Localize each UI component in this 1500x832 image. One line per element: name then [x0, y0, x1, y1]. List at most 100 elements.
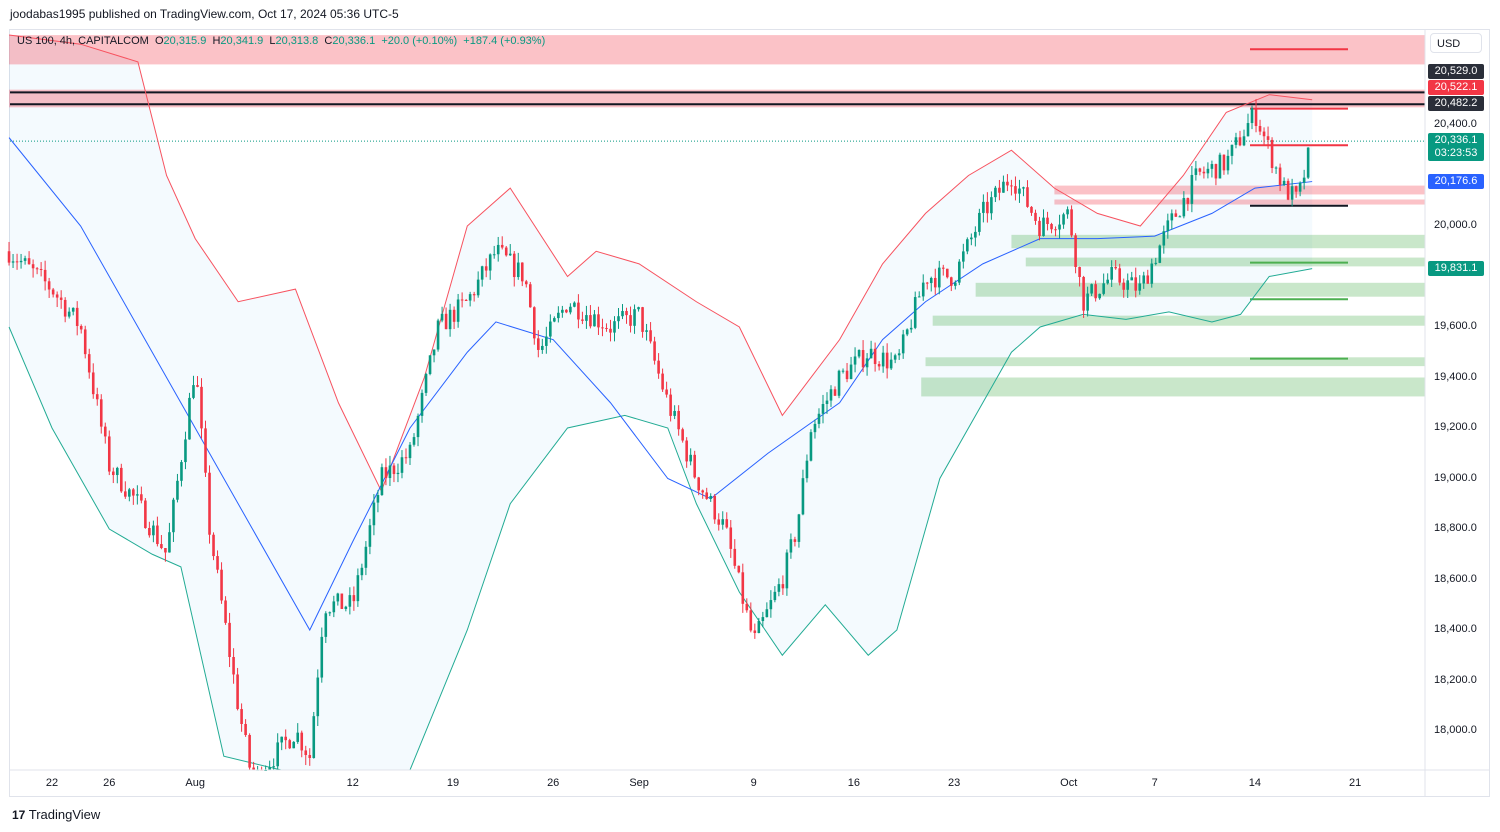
candle-body [204, 428, 207, 473]
candle-body [657, 360, 660, 374]
candle-body [372, 502, 376, 526]
candle-body [1238, 137, 1242, 146]
symbol-name[interactable]: US 100, 4h, CAPITALCOM [17, 35, 149, 47]
candle-body [1126, 280, 1130, 290]
candle-body [7, 251, 11, 263]
candle-body [412, 437, 416, 445]
candle-body [1094, 284, 1097, 299]
candle-body [565, 309, 568, 313]
candle-body [180, 462, 183, 481]
candle-body [633, 309, 636, 326]
candle-body [1186, 197, 1190, 204]
candle-body [272, 766, 275, 768]
candle-body [741, 572, 745, 604]
candle-body [79, 325, 83, 330]
time-tick: 23 [948, 777, 961, 789]
candle-body [978, 212, 981, 232]
candle-body [276, 742, 279, 767]
candle-body [769, 600, 773, 610]
candle-body [1222, 154, 1226, 171]
candle-body [316, 677, 320, 717]
candle-body [103, 426, 107, 437]
candle-body [232, 657, 235, 675]
candle-body [532, 307, 536, 339]
time-tick: Aug [185, 777, 205, 789]
candle-body [761, 617, 765, 622]
candle-body [1146, 275, 1150, 284]
candle-body [400, 457, 404, 473]
chart-frame [9, 29, 1490, 797]
candle-body [1250, 108, 1254, 124]
candle-body [1106, 279, 1109, 284]
candle-body [673, 410, 676, 416]
candle-body [480, 266, 484, 280]
candle-body [573, 302, 576, 307]
candle-body [813, 423, 817, 433]
candle-body [753, 630, 757, 634]
candle-body [833, 389, 837, 396]
candle-body [476, 279, 480, 296]
candle-body [637, 307, 640, 310]
candle-body [685, 440, 688, 462]
candle-body [328, 612, 332, 614]
candle-body [982, 201, 985, 213]
price-label-value: 19,831.1 [1434, 261, 1478, 274]
candle-body [1118, 268, 1121, 283]
zone-rect [1025, 257, 1425, 267]
candle-body [27, 258, 31, 265]
candle-body [1130, 277, 1134, 281]
candle-body [777, 584, 781, 592]
candle-body [364, 546, 368, 568]
candle-body [553, 318, 556, 322]
zone-rect [932, 315, 1425, 326]
candle-body [1098, 293, 1101, 299]
candle-body [1158, 245, 1162, 263]
candle-body [120, 467, 123, 492]
candle-body [1082, 277, 1085, 311]
candle-body [75, 307, 79, 326]
candle-body [456, 299, 460, 322]
candle-body [460, 299, 464, 301]
price-tick: 20,000.0 [1434, 219, 1477, 231]
candle-body [1042, 217, 1045, 237]
candle-body [1254, 108, 1258, 126]
price-tick: 18,400.0 [1434, 623, 1477, 635]
candle-body [545, 336, 548, 346]
candle-body [717, 519, 721, 525]
candle-body [19, 260, 23, 263]
candle-body [488, 254, 492, 271]
candle-body [1266, 136, 1270, 140]
candle-body [144, 500, 147, 529]
candle-body [71, 307, 75, 312]
candle-body [861, 350, 865, 368]
candle-body [865, 358, 869, 368]
price-label: 20,522.1 [1428, 80, 1484, 96]
candle-body [897, 353, 901, 356]
candle-body [140, 494, 143, 501]
candle-body [220, 569, 223, 601]
candle-body [613, 321, 616, 333]
brand-name: TradingView [28, 807, 101, 822]
candle-body [1102, 283, 1105, 294]
candle-body [1242, 136, 1246, 146]
price-label: 20,482.2 [1428, 96, 1484, 112]
candle-body [974, 231, 977, 238]
price-label: 20,529.0 [1428, 64, 1484, 80]
candle-body [424, 373, 428, 393]
candle-body [1074, 235, 1077, 267]
currency-button[interactable]: USD [1430, 33, 1482, 53]
bollinger-lower [8, 268, 1313, 771]
candle-body [87, 354, 91, 373]
candle-body [933, 277, 937, 288]
zone-rect [975, 282, 1425, 297]
candle-body [1154, 262, 1158, 264]
candle-body [288, 740, 292, 749]
candle-body [1150, 263, 1154, 284]
price-tick: 18,000.0 [1434, 724, 1477, 736]
candle-body [569, 306, 572, 313]
price-label: 19,831.1 [1428, 260, 1484, 276]
change-value: +20.0 (+0.10%) [381, 35, 458, 47]
candle-body [115, 467, 119, 476]
price-tick: 18,200.0 [1434, 673, 1477, 686]
